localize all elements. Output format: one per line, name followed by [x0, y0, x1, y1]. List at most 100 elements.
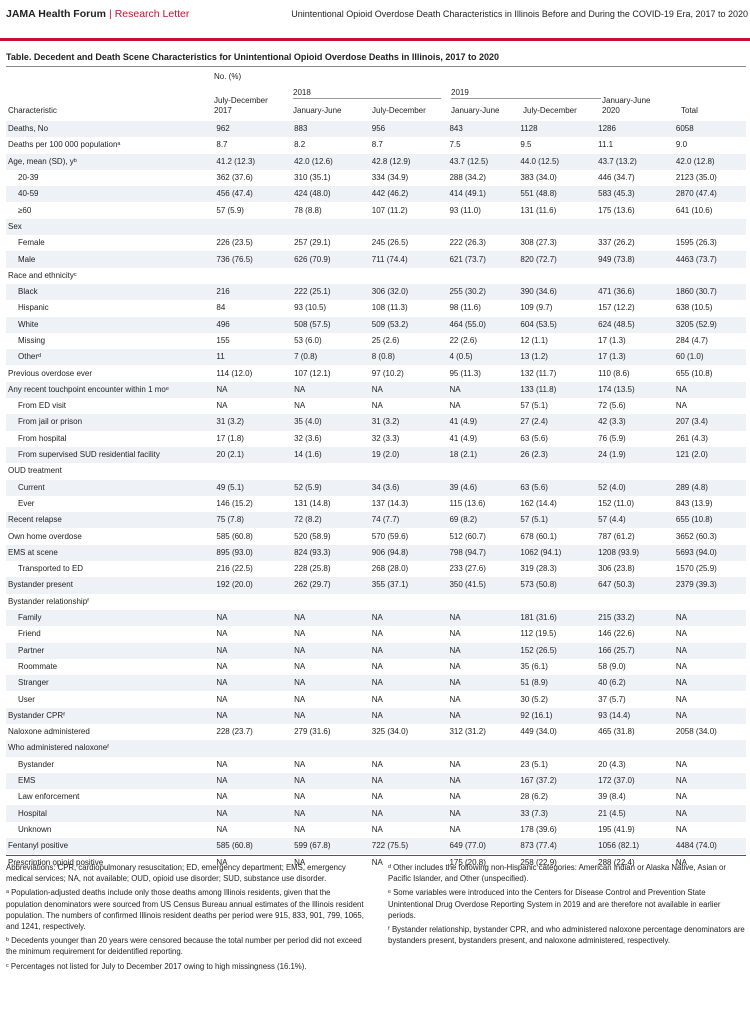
row-label: Deaths, No	[8, 124, 49, 134]
table-cell: 306 (23.8)	[598, 564, 635, 574]
table-cell: 3652 (60.3)	[675, 531, 717, 541]
table-cell: 465 (31.8)	[598, 727, 635, 737]
table-cell: 11.1	[598, 140, 614, 150]
table-cell: 43.7 (13.2)	[598, 156, 637, 166]
table-cell: NA	[371, 694, 383, 704]
table-cell	[518, 594, 596, 610]
table-cell: NA	[371, 759, 383, 769]
table-cell: 40 (6.2)	[598, 678, 626, 688]
table-cell: 8 (0.8)	[371, 352, 395, 362]
table-cell: 20 (2.1)	[216, 450, 244, 460]
table-cell: 585 (60.8)	[216, 531, 253, 541]
row-label: Bystander relationshipᶠ	[8, 596, 89, 606]
table-cell	[447, 740, 518, 756]
table-cell: NA	[294, 645, 306, 655]
row-label: EMS at scene	[8, 547, 58, 557]
table-row: Ever 146 (15.2) 131 (14.8) 137 (14.3) 115 (1…	[6, 496, 746, 512]
table-row: Hospital NA NA NA NA 33 (7.3) 21 (4.5) NA	[6, 805, 746, 822]
table-cell: 442 (46.2)	[371, 189, 409, 199]
table-row: Black 216 222 (25.1) 306 (32.0) 255 (30.2) 39…	[6, 283, 746, 301]
table-cell	[370, 219, 448, 235]
table-cell: NA	[216, 401, 228, 411]
table-cell: 12 (1.1)	[520, 336, 548, 345]
header-separator: |	[108, 8, 112, 20]
characteristics-table: Deaths, No 962 883 956 843 1128 1286 6058 Deaths…	[6, 121, 746, 871]
table-cell: 824 (93.3)	[294, 547, 331, 557]
table-cell: 288 (34.2)	[449, 173, 486, 183]
table-cell: 51 (8.9)	[520, 678, 548, 688]
table-cell: 175 (20.8)	[449, 857, 486, 867]
running-title: Unintentional Opioid Overdose Death Char…	[291, 9, 748, 19]
table-row: EMS NA NA NA NA 167 (37.2) 172 (37.0) NA	[6, 772, 746, 790]
header-rule	[0, 38, 750, 41]
table-row: Partner NA NA NA NA 152 (26.5) 166 (25.7) NA	[6, 642, 746, 659]
table-cell: 4463 (73.7)	[675, 254, 717, 264]
table-cell: NA	[294, 857, 306, 867]
table-cell: 456 (47.4)	[216, 189, 253, 199]
table-cell: 107 (12.1)	[294, 368, 331, 378]
row-label: Race and ethnicityᶜ	[8, 270, 77, 280]
table-cell: 446 (34.7)	[598, 173, 635, 183]
table-cell	[447, 219, 518, 235]
table-cell	[292, 268, 370, 284]
table-cell: 9.0	[675, 140, 688, 150]
table-cell: 146 (22.6)	[598, 629, 635, 639]
table-cell: 192 (20.0)	[216, 580, 253, 590]
table-cell: NA	[449, 629, 461, 639]
table-cell: NA	[675, 384, 688, 394]
table-cell	[370, 740, 448, 756]
table-row: Bystander present 192 (20.0) 262 (29.7) 355…	[6, 577, 746, 594]
table-cell: 257 (29.1)	[294, 238, 331, 248]
table-cell: 355 (37.1)	[371, 580, 409, 590]
table-cell: NA	[294, 401, 306, 411]
table-cell: NA	[371, 776, 383, 786]
table-cell: 585 (60.8)	[216, 841, 253, 851]
table-cell: 107 (11.2)	[371, 205, 408, 215]
table-cell: 873 (77.4)	[520, 841, 557, 851]
table-cell: 30 (5.2)	[520, 694, 548, 704]
table-cell: 35 (4.0)	[294, 417, 322, 427]
table-row: Naloxone administered 228 (23.7) 279 (31.6…	[6, 724, 746, 740]
table-cell: 207 (3.4)	[675, 417, 708, 427]
table-cell: 573 (50.8)	[520, 580, 557, 590]
table-cell: NA	[449, 792, 461, 802]
table-cell: 647 (50.3)	[598, 580, 635, 590]
table-cell: NA	[294, 776, 306, 786]
table-cell: 843	[449, 124, 463, 134]
table-cell: 53 (6.0)	[294, 336, 322, 345]
row-label: User	[18, 694, 35, 704]
table-cell: 72 (8.2)	[294, 515, 322, 525]
table-cell: NA	[371, 645, 383, 655]
header-col4: January-June	[451, 106, 500, 115]
table-row: From ED visit NA NA NA NA 57 (5.1) 72 (5.6) NA	[6, 398, 746, 414]
table-cell: 115 (13.6)	[449, 498, 486, 508]
row-label: Otherᵈ	[18, 352, 42, 362]
journal-name[interactable]: JAMA Health Forum	[6, 8, 106, 20]
header-col6-line2: 2020	[602, 106, 620, 115]
table-cell: 41 (4.9)	[449, 417, 478, 427]
table-row: Race and ethnicityᶜ	[6, 268, 746, 284]
table-cell: 155	[216, 336, 230, 345]
table-notes-right: ᵈ Other includes the following non-Hispa…	[388, 862, 746, 949]
row-label: Fentanyl positive	[8, 841, 69, 851]
row-label: Recent relapse	[8, 515, 62, 525]
row-label: Prescription opioid positive	[8, 857, 104, 867]
table-cell: 471 (36.6)	[598, 287, 635, 297]
table-cell: 157 (12.2)	[598, 303, 635, 313]
note-d: ᵈ Other includes the following non-Hispa…	[388, 863, 726, 884]
table-cell: 843 (13.9)	[675, 498, 713, 508]
table-cell: 509 (53.2)	[371, 319, 409, 329]
table-cell: NA	[294, 808, 306, 818]
table-cell: 621 (73.7)	[449, 254, 486, 264]
table-notes-left: Abbreviations: CPR, cardiopulmonary resu…	[6, 862, 368, 975]
table-row: Female 226 (23.5) 257 (29.1) 245 (26.5) 222 …	[6, 235, 746, 251]
table-row: Age, mean (SD), yᵇ 41.2 (12.3) 42.0 (12.6)…	[6, 153, 746, 170]
table-cell: 520 (58.9)	[294, 531, 331, 541]
table-cell: 798 (94.7)	[449, 547, 486, 557]
table-cell	[674, 594, 746, 610]
table-cell: 26 (2.3)	[520, 450, 548, 460]
table-cell: 133 (11.8)	[520, 384, 557, 394]
table-cell	[674, 740, 746, 756]
table-cell: 78 (8.8)	[294, 205, 322, 215]
table-header: No. (%) July-December 2017 2018 January-…	[6, 70, 746, 120]
